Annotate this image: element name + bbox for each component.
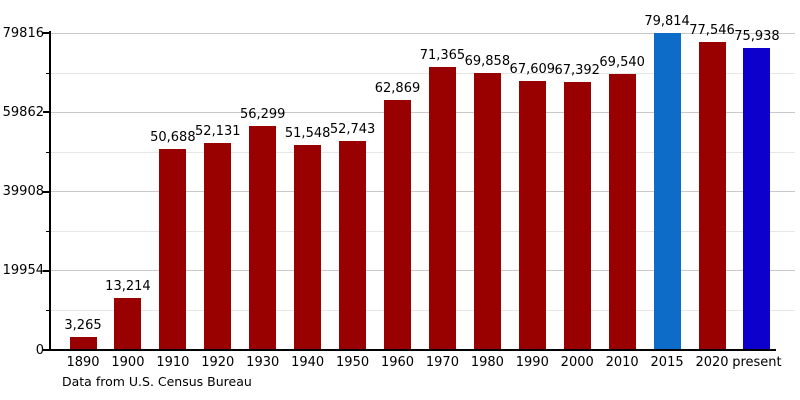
- value-label-present: 75,938: [734, 29, 780, 44]
- bar-1890: [69, 337, 97, 350]
- major-gridline: [50, 270, 795, 272]
- major-gridline: [50, 111, 795, 113]
- bar-2015: [653, 33, 681, 350]
- bar-1940: [294, 145, 322, 350]
- major-gridline: [50, 32, 795, 34]
- minor-gridline: [50, 151, 795, 153]
- value-label-1970: 71,365: [419, 48, 466, 63]
- x-tick-label-1990: 1990: [515, 355, 549, 370]
- y-tick-major: [43, 269, 50, 272]
- value-label-1980: 69,858: [464, 54, 511, 69]
- x-tick-label-1970: 1970: [425, 355, 459, 370]
- y-tick-label: 59862: [2, 104, 44, 120]
- bar-1930: [249, 126, 277, 350]
- x-tick-label-2000: 2000: [560, 355, 594, 370]
- y-tick-label: 0: [35, 342, 44, 358]
- bar-1920: [204, 143, 232, 350]
- chart-caption: Data from U.S. Census Bureau: [62, 374, 252, 389]
- x-tick-label-1960: 1960: [380, 355, 415, 370]
- x-tick-label-1910: 1910: [156, 355, 190, 370]
- x-tick-label-1930: 1930: [246, 355, 280, 370]
- bar-1960: [384, 100, 411, 350]
- bar-2000: [563, 82, 591, 350]
- y-tick-major: [43, 190, 50, 193]
- value-label-2000: 67,392: [554, 63, 600, 78]
- x-tick-label-1920: 1920: [201, 355, 235, 370]
- y-tick-label: 79816: [2, 25, 44, 41]
- bar-1910: [159, 149, 187, 350]
- x-tick-label-2015: 2015: [650, 355, 684, 370]
- x-tick-label-present: present: [732, 355, 782, 370]
- y-axis: [49, 31, 51, 351]
- value-label-1960: 62,869: [374, 81, 421, 96]
- minor-gridline: [50, 72, 795, 74]
- value-label-1900: 13,214: [105, 279, 151, 294]
- x-tick-label-1890: 1890: [66, 355, 100, 370]
- bar-1970: [428, 67, 456, 350]
- y-tick-minor: [46, 310, 50, 312]
- y-tick-label: 39908: [2, 184, 44, 199]
- value-label-1920: 52,131: [195, 124, 241, 139]
- major-gridline: [50, 191, 795, 192]
- value-label-1940: 51,548: [284, 126, 331, 141]
- x-axis: [49, 349, 776, 351]
- x-tick-label-1950: 1950: [336, 355, 370, 370]
- bar-1900: [114, 298, 142, 350]
- value-label-1950: 52,743: [329, 122, 376, 137]
- y-tick-minor: [46, 72, 50, 74]
- value-label-2015: 79,814: [644, 14, 690, 29]
- y-tick-minor: [46, 151, 50, 153]
- value-label-2010: 69,540: [599, 55, 645, 70]
- value-label-1990: 67,609: [509, 62, 556, 77]
- bar-1990: [518, 81, 546, 350]
- bar-present: [743, 48, 771, 350]
- x-tick-label-2010: 2010: [605, 355, 639, 370]
- bar-1980: [473, 73, 501, 350]
- value-label-2020: 77,546: [689, 23, 735, 38]
- y-tick-minor: [46, 231, 50, 233]
- bar-2020: [698, 42, 726, 350]
- y-tick-label: 19954: [2, 263, 44, 279]
- x-tick-label-2020: 2020: [695, 355, 729, 370]
- y-tick-major: [43, 32, 50, 34]
- y-tick-major: [43, 349, 50, 351]
- y-tick-major: [43, 111, 50, 114]
- minor-gridline: [50, 231, 795, 233]
- value-label-1930: 56,299: [239, 107, 286, 122]
- value-label-1890: 3,265: [64, 318, 102, 333]
- x-tick-label-1980: 1980: [470, 355, 504, 370]
- x-tick-label-1900: 1900: [111, 355, 145, 370]
- bar-1950: [339, 141, 367, 350]
- value-label-1910: 50,688: [150, 130, 196, 145]
- x-tick-label-1940: 1940: [291, 355, 325, 370]
- bar-2010: [608, 74, 636, 350]
- minor-gridline: [50, 310, 795, 312]
